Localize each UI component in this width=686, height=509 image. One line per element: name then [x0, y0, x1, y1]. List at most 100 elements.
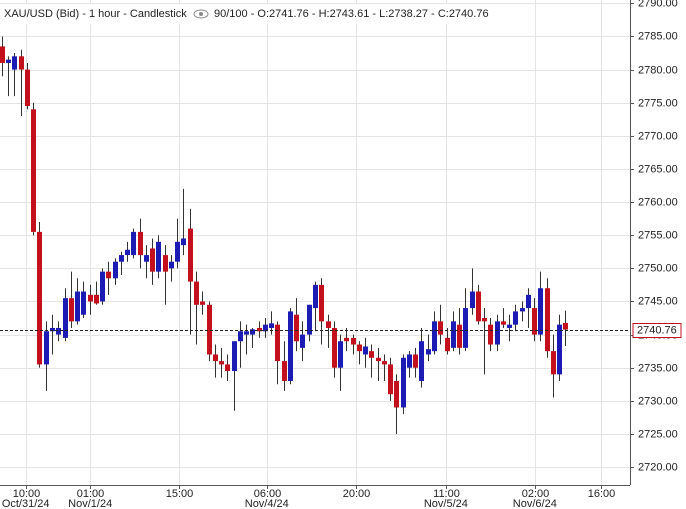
- candle-body: [138, 231, 143, 256]
- chart-title: XAU/USD (Bid) - 1 hour - Candlestick: [4, 8, 187, 20]
- candle-body: [495, 321, 500, 345]
- candle-body: [75, 291, 80, 322]
- candle-body: [551, 351, 556, 375]
- candle-body: [163, 255, 168, 272]
- candle-body: [513, 311, 518, 325]
- x-tick-label: 02:00: [522, 488, 550, 500]
- candle-body: [56, 327, 61, 335]
- candle-body: [50, 327, 55, 332]
- candle-body: [181, 238, 186, 246]
- x-date-label: Nov/5/24: [424, 498, 468, 509]
- candle-body: [232, 341, 237, 372]
- candle-body: [250, 329, 255, 335]
- x-tick-label: 15:00: [166, 488, 194, 500]
- x-date-label: Oct/31/24: [2, 498, 50, 509]
- y-tick-label: 2785.00: [638, 30, 678, 42]
- candle-body: [357, 344, 362, 352]
- candle-body: [144, 255, 149, 262]
- y-tick-label: 2760.00: [638, 196, 678, 208]
- candle-body: [207, 304, 212, 355]
- candle-body: [275, 324, 280, 362]
- candle-body: [257, 327, 262, 332]
- y-tick-label: 2735.00: [638, 362, 678, 374]
- candle-body: [169, 261, 174, 269]
- x-tick-label: 06:00: [254, 488, 282, 500]
- candle-body: [319, 284, 324, 322]
- x-date-label: Nov/1/24: [68, 498, 112, 509]
- eye-icon: [193, 9, 209, 19]
- candle-body: [81, 291, 86, 315]
- candle-body: [213, 354, 218, 362]
- candle-body: [238, 331, 243, 342]
- candle-body: [37, 231, 42, 365]
- candle-body: [501, 321, 506, 325]
- candle-body: [488, 324, 493, 345]
- y-tick-label: 2770.00: [638, 130, 678, 142]
- candle-body: [507, 324, 512, 328]
- y-tick-label: 2780.00: [638, 64, 678, 76]
- candle-body: [94, 294, 99, 304]
- header-bg: [0, 4, 490, 24]
- candle-body: [419, 341, 424, 381]
- candle-body: [6, 59, 11, 63]
- candle-body: [388, 364, 393, 395]
- y-tick-label: 2765.00: [638, 163, 678, 175]
- candle-body: [526, 294, 531, 309]
- candle-body: [31, 109, 36, 232]
- candle-body: [244, 331, 249, 335]
- candle-body: [563, 322, 568, 330]
- y-tick-label: 2725.00: [638, 428, 678, 440]
- candle-body: [119, 255, 124, 262]
- candle-body: [100, 271, 105, 302]
- candle-body: [451, 321, 456, 348]
- candle-body: [538, 288, 543, 335]
- candle-body: [532, 308, 537, 335]
- x-tick-label: 10:00: [13, 488, 41, 500]
- candle-body: [520, 308, 525, 312]
- candle-body: [288, 311, 293, 381]
- last-price-box: [632, 323, 682, 338]
- candle-body: [44, 331, 49, 365]
- y-tick-label: 2730.00: [638, 395, 678, 407]
- candle-body: [150, 248, 155, 272]
- candle-body: [545, 288, 550, 352]
- candle-body: [363, 346, 368, 355]
- candle-body: [376, 357, 381, 362]
- candle-body: [106, 271, 111, 279]
- y-tick-label: 2755.00: [638, 229, 678, 241]
- candle-body: [225, 364, 230, 372]
- candle-body: [432, 321, 437, 352]
- candle-body: [269, 323, 274, 328]
- candle-body: [438, 321, 443, 335]
- candle-body: [407, 354, 412, 368]
- candle-body: [313, 284, 318, 309]
- y-tick-label: 2790.00: [638, 0, 678, 9]
- candle-body: [457, 324, 462, 348]
- y-tick-label: 2720.00: [638, 461, 678, 473]
- candle-body: [0, 46, 5, 63]
- candle-body: [463, 308, 468, 348]
- last-price-label: 2740.76: [637, 324, 677, 336]
- candle-body: [88, 294, 93, 302]
- candle-body: [401, 357, 406, 408]
- candle-body: [12, 56, 17, 70]
- candle-body: [63, 298, 68, 338]
- x-tick-label: 01:00: [77, 488, 105, 500]
- candle-body: [426, 349, 431, 355]
- candle-body: [200, 301, 205, 305]
- candle-body: [125, 249, 130, 256]
- candle-body: [338, 341, 343, 368]
- candle-body: [351, 337, 356, 345]
- candle-body: [113, 261, 118, 279]
- candle-body: [25, 69, 30, 107]
- x-tick-label: 11:00: [433, 488, 460, 500]
- candle-body: [476, 291, 481, 322]
- y-tick-label: 2745.00: [638, 295, 678, 307]
- candle-body: [369, 351, 374, 358]
- candle-body: [19, 56, 24, 70]
- candle-body: [445, 337, 450, 352]
- candle-body: [413, 354, 418, 368]
- x-tick-label: 16:00: [588, 488, 616, 500]
